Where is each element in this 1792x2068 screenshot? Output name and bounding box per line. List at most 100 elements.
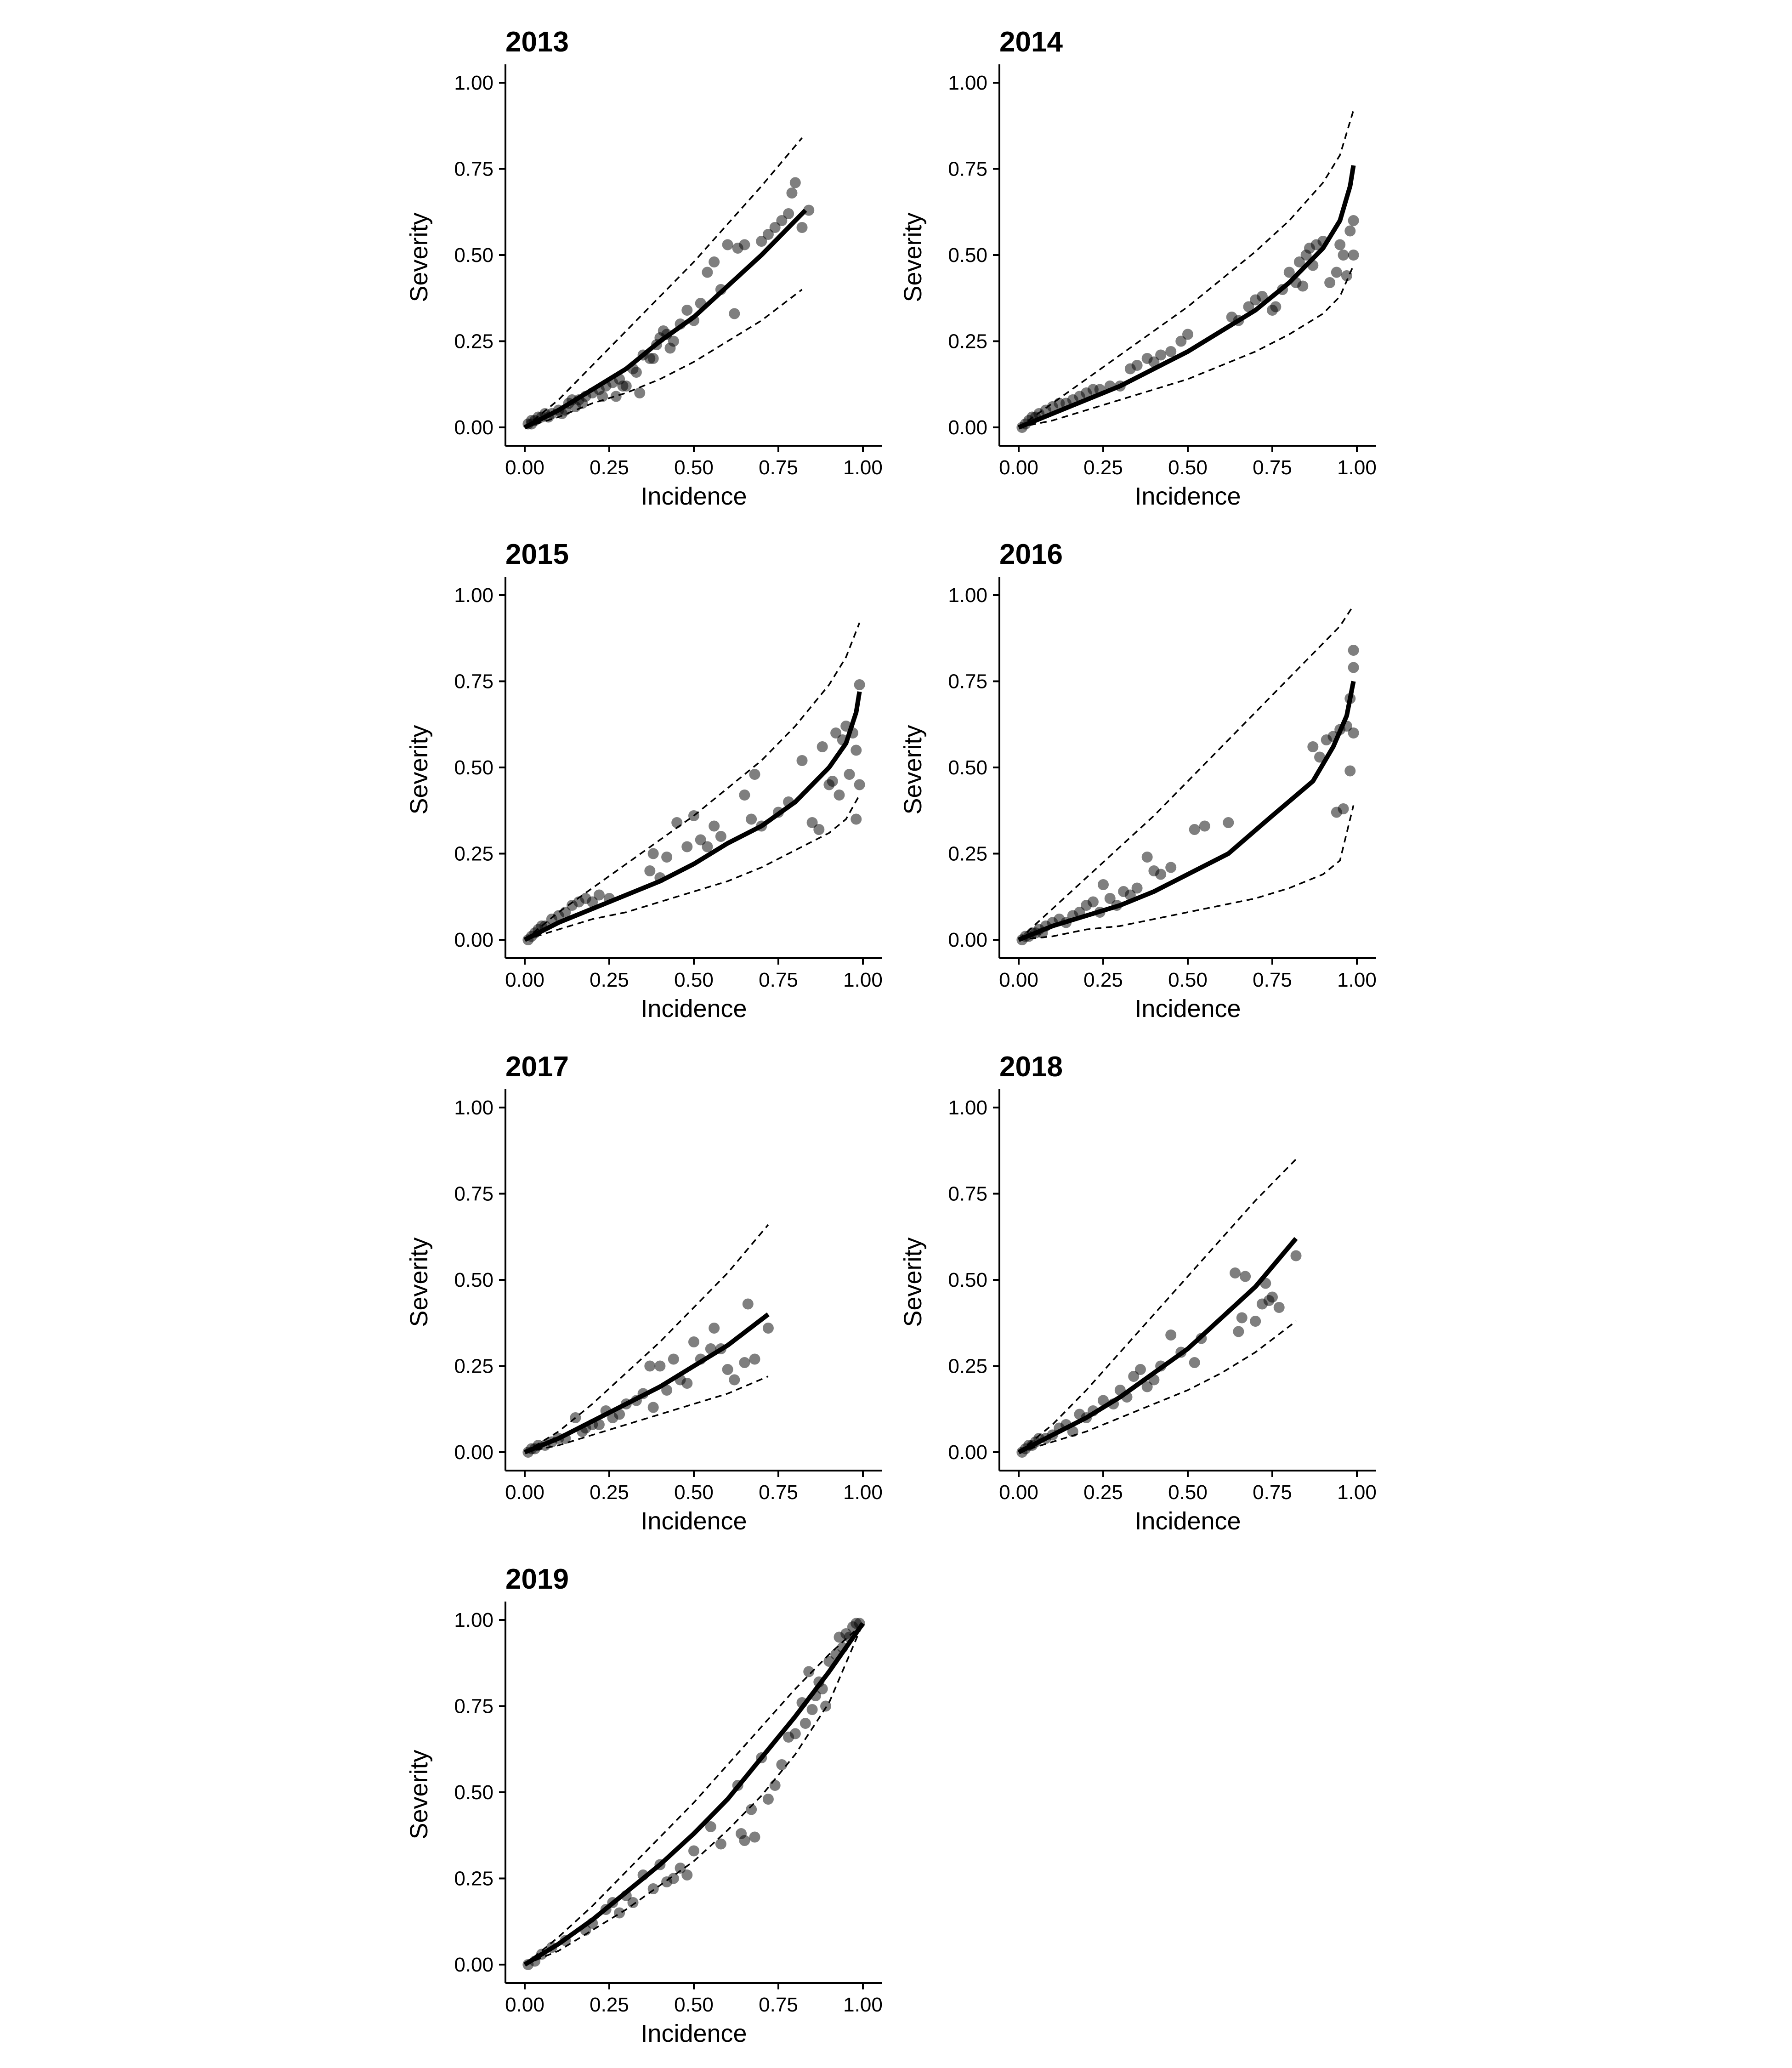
x-tick-label: 0.25 <box>590 969 629 991</box>
data-point <box>1230 1267 1241 1278</box>
data-point <box>1307 741 1319 752</box>
x-tick-label: 0.75 <box>759 1994 798 2016</box>
data-point <box>709 820 720 832</box>
x-axis-title: Incidence <box>1134 1507 1241 1535</box>
data-point <box>854 779 865 790</box>
x-tick-label: 0.25 <box>590 1994 629 2016</box>
y-tick-label: 0.00 <box>948 1441 987 1464</box>
y-axis-title: Severity <box>899 212 927 302</box>
data-point <box>1182 329 1193 340</box>
data-point <box>1267 1291 1278 1303</box>
y-tick-label: 0.75 <box>948 158 987 181</box>
data-point <box>762 1323 774 1334</box>
data-point <box>715 1838 726 1850</box>
x-tick-label: 0.75 <box>1253 1481 1292 1504</box>
data-point <box>654 1360 666 1372</box>
data-point <box>644 865 656 876</box>
data-point <box>803 1666 815 1677</box>
data-point <box>1273 1302 1285 1313</box>
data-point <box>739 239 750 250</box>
upper-bound-line <box>524 622 861 941</box>
y-tick-label: 0.00 <box>454 416 493 439</box>
fit-line <box>523 691 862 942</box>
data-point <box>1155 349 1167 361</box>
data-point <box>1165 1329 1177 1341</box>
data-point <box>647 1402 659 1413</box>
data-point <box>688 1336 699 1347</box>
data-point <box>1243 301 1254 312</box>
data-point <box>1338 803 1349 814</box>
data-point <box>746 1804 757 1815</box>
panel-2017: 2017 0.00 0.25 0.50 0.75 1.00 0.00 0.25 0.50 0.75… <box>405 1051 883 1535</box>
y-tick-label: 1.00 <box>454 72 493 94</box>
y-tick-label: 0.75 <box>948 670 987 693</box>
data-point <box>1128 1371 1140 1382</box>
data-point <box>1223 817 1234 828</box>
data-point <box>668 1353 679 1365</box>
data-point <box>709 256 720 267</box>
x-tick-label: 0.25 <box>590 1481 629 1504</box>
x-tick-label: 0.50 <box>674 969 714 991</box>
data-point <box>681 841 693 852</box>
data-point <box>1189 824 1200 835</box>
y-tick-label: 0.75 <box>948 1183 987 1205</box>
lower-bound-line <box>1018 1320 1297 1453</box>
data-point <box>664 342 676 354</box>
x-tick-label: 1.00 <box>1337 969 1377 991</box>
data-point <box>1348 645 1359 656</box>
data-point <box>722 239 733 250</box>
data-point <box>1087 896 1099 908</box>
y-tick-label: 0.00 <box>454 1954 493 1976</box>
data-point <box>789 177 801 188</box>
data-point <box>627 1897 639 1908</box>
data-point <box>614 1409 625 1420</box>
panel-title: 2016 <box>999 539 1063 570</box>
y-axis-title: Severity <box>405 725 433 814</box>
y-tick-label: 1.00 <box>454 1609 493 1631</box>
data-point <box>830 727 842 739</box>
y-tick-label: 0.50 <box>454 1781 493 1804</box>
upper-bound-line <box>524 1623 864 1966</box>
data-point <box>851 744 862 756</box>
x-tick-label: 0.75 <box>759 1481 798 1504</box>
data-point <box>1104 893 1116 904</box>
data-point <box>729 308 740 319</box>
x-axis-title: Incidence <box>641 1507 747 1535</box>
data-point <box>1297 280 1309 292</box>
x-tick-label: 1.00 <box>1337 456 1377 479</box>
data-point <box>681 305 693 316</box>
y-tick-label: 0.25 <box>948 330 987 353</box>
y-tick-label: 1.00 <box>948 72 987 94</box>
x-tick-label: 0.75 <box>1253 456 1292 479</box>
y-tick-label: 0.00 <box>454 929 493 951</box>
data-point <box>769 1780 781 1791</box>
x-tick-label: 1.00 <box>843 1994 883 2016</box>
data-point <box>593 889 605 901</box>
x-axis-title: Incidence <box>641 2020 747 2047</box>
panel-title: 2019 <box>505 1563 569 1595</box>
data-point <box>834 790 845 801</box>
x-tick-label: 0.50 <box>1168 1481 1208 1504</box>
data-point <box>661 1385 673 1396</box>
data-point <box>630 367 642 378</box>
data-point <box>675 1863 686 1874</box>
data-point <box>610 391 622 402</box>
y-tick-label: 0.75 <box>454 1695 493 1718</box>
fit-line <box>1017 1237 1298 1454</box>
y-axis-title: Severity <box>899 725 927 814</box>
data-point <box>1141 1381 1153 1392</box>
y-tick-label: 0.25 <box>948 1355 987 1378</box>
data-point <box>647 848 659 859</box>
data-point <box>796 222 808 233</box>
lower-bound-line <box>524 1623 864 1966</box>
panel-2014: 2014 0.00 0.25 0.50 0.75 1.00 0.00 0.25 0.50 0.75… <box>899 26 1377 510</box>
x-axis-title: Incidence <box>641 483 747 510</box>
data-point <box>1148 356 1160 368</box>
data-point <box>789 1728 801 1739</box>
data-point <box>661 852 673 863</box>
x-tick-label: 0.00 <box>505 969 544 991</box>
data-point <box>729 1374 740 1386</box>
y-tick-label: 1.00 <box>948 584 987 607</box>
data-point <box>769 222 781 233</box>
y-tick-label: 0.50 <box>948 756 987 779</box>
